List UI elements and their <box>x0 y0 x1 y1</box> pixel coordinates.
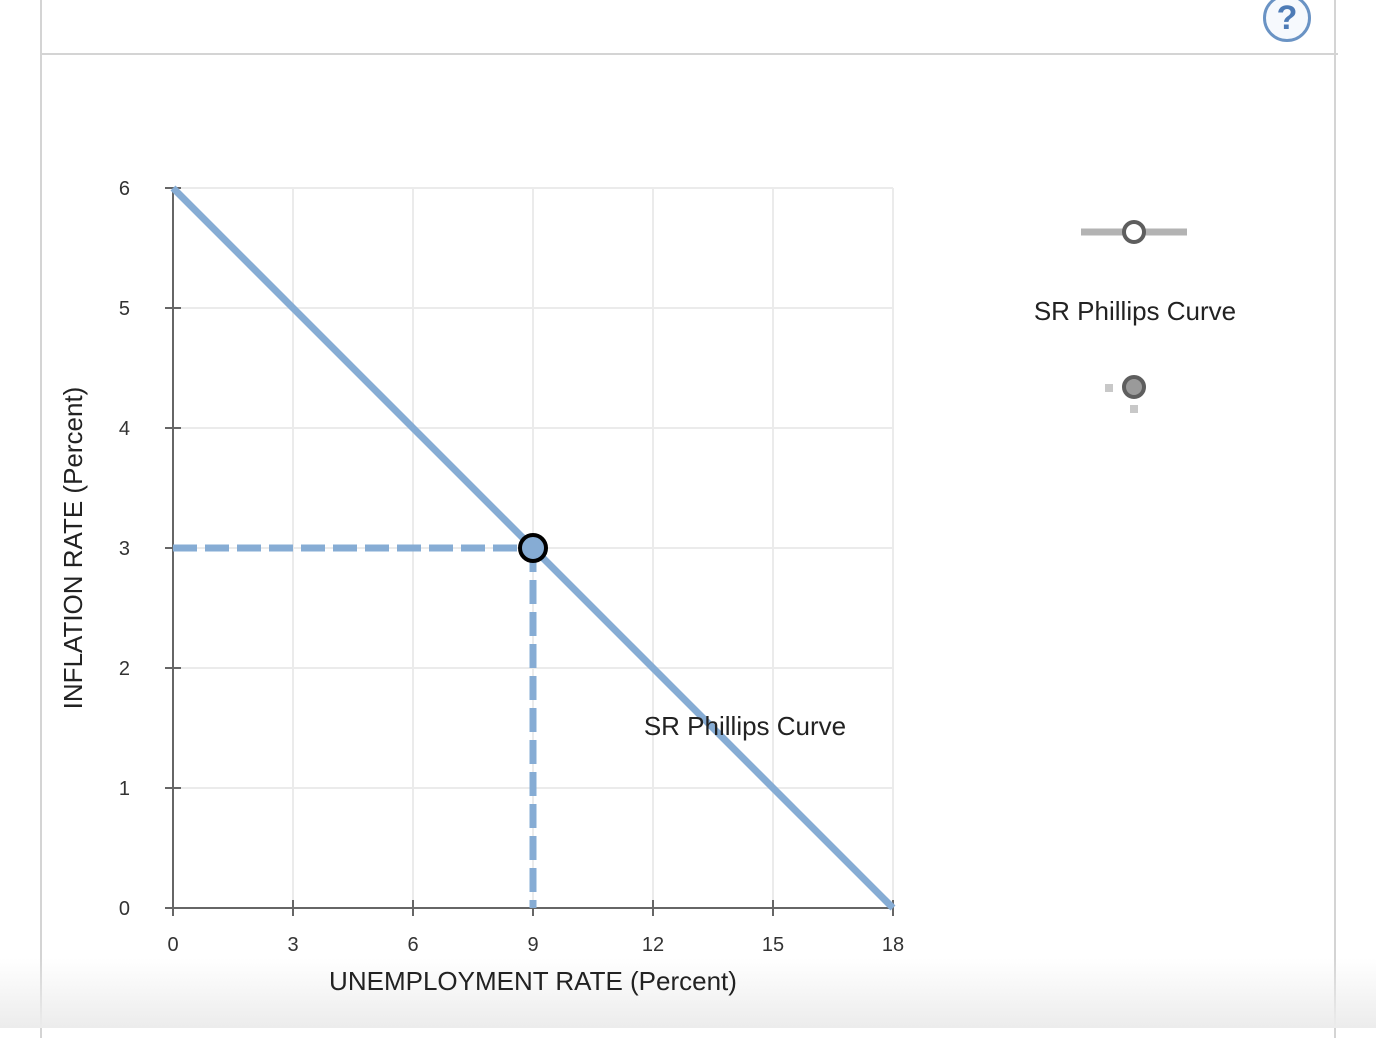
y-tick-label: 5 <box>119 298 130 320</box>
x-tick-label: 9 <box>527 934 538 956</box>
bottom-shade <box>0 958 1376 1028</box>
y-axis-title: INFLATION RATE (Percent) <box>58 387 88 710</box>
x-tick-label: 18 <box>882 934 904 956</box>
curve-annotation: SR Phillips Curve <box>644 711 846 741</box>
curve-tool-label: SR Phillips Curve <box>1033 296 1237 326</box>
point-tool[interactable] <box>1105 375 1146 413</box>
dotted-guide-v-icon <box>1130 405 1138 413</box>
y-tick-label: 4 <box>119 418 130 440</box>
x-tick-label: 3 <box>287 934 298 956</box>
y-tick-label: 0 <box>119 898 130 920</box>
points <box>518 533 548 563</box>
equilibrium-point <box>518 533 548 563</box>
graph-panel <box>40 0 1336 1038</box>
x-axis-title: UNEMPLOYMENT RATE (Percent) <box>329 966 737 996</box>
panel-divider <box>40 53 1338 55</box>
y-tick-label: 3 <box>119 538 130 560</box>
x-tick-label: 15 <box>762 934 784 956</box>
y-tick-label: 2 <box>119 658 130 680</box>
line-circle-marker-icon <box>1122 220 1146 244</box>
help-question-icon: ? <box>1276 0 1298 37</box>
y-tick-label: 1 <box>119 778 130 800</box>
y-tick-label: 6 <box>119 178 130 200</box>
dotted-point-icon <box>1122 375 1146 399</box>
dotted-guide-h-icon <box>1105 384 1113 392</box>
curve-tool[interactable] <box>1081 220 1187 244</box>
guide-lines <box>173 544 537 908</box>
x-tick-label: 12 <box>642 934 664 956</box>
help-button[interactable]: ? <box>1263 0 1311 42</box>
x-tick-label: 6 <box>407 934 418 956</box>
x-tick-label: 0 <box>167 934 178 956</box>
